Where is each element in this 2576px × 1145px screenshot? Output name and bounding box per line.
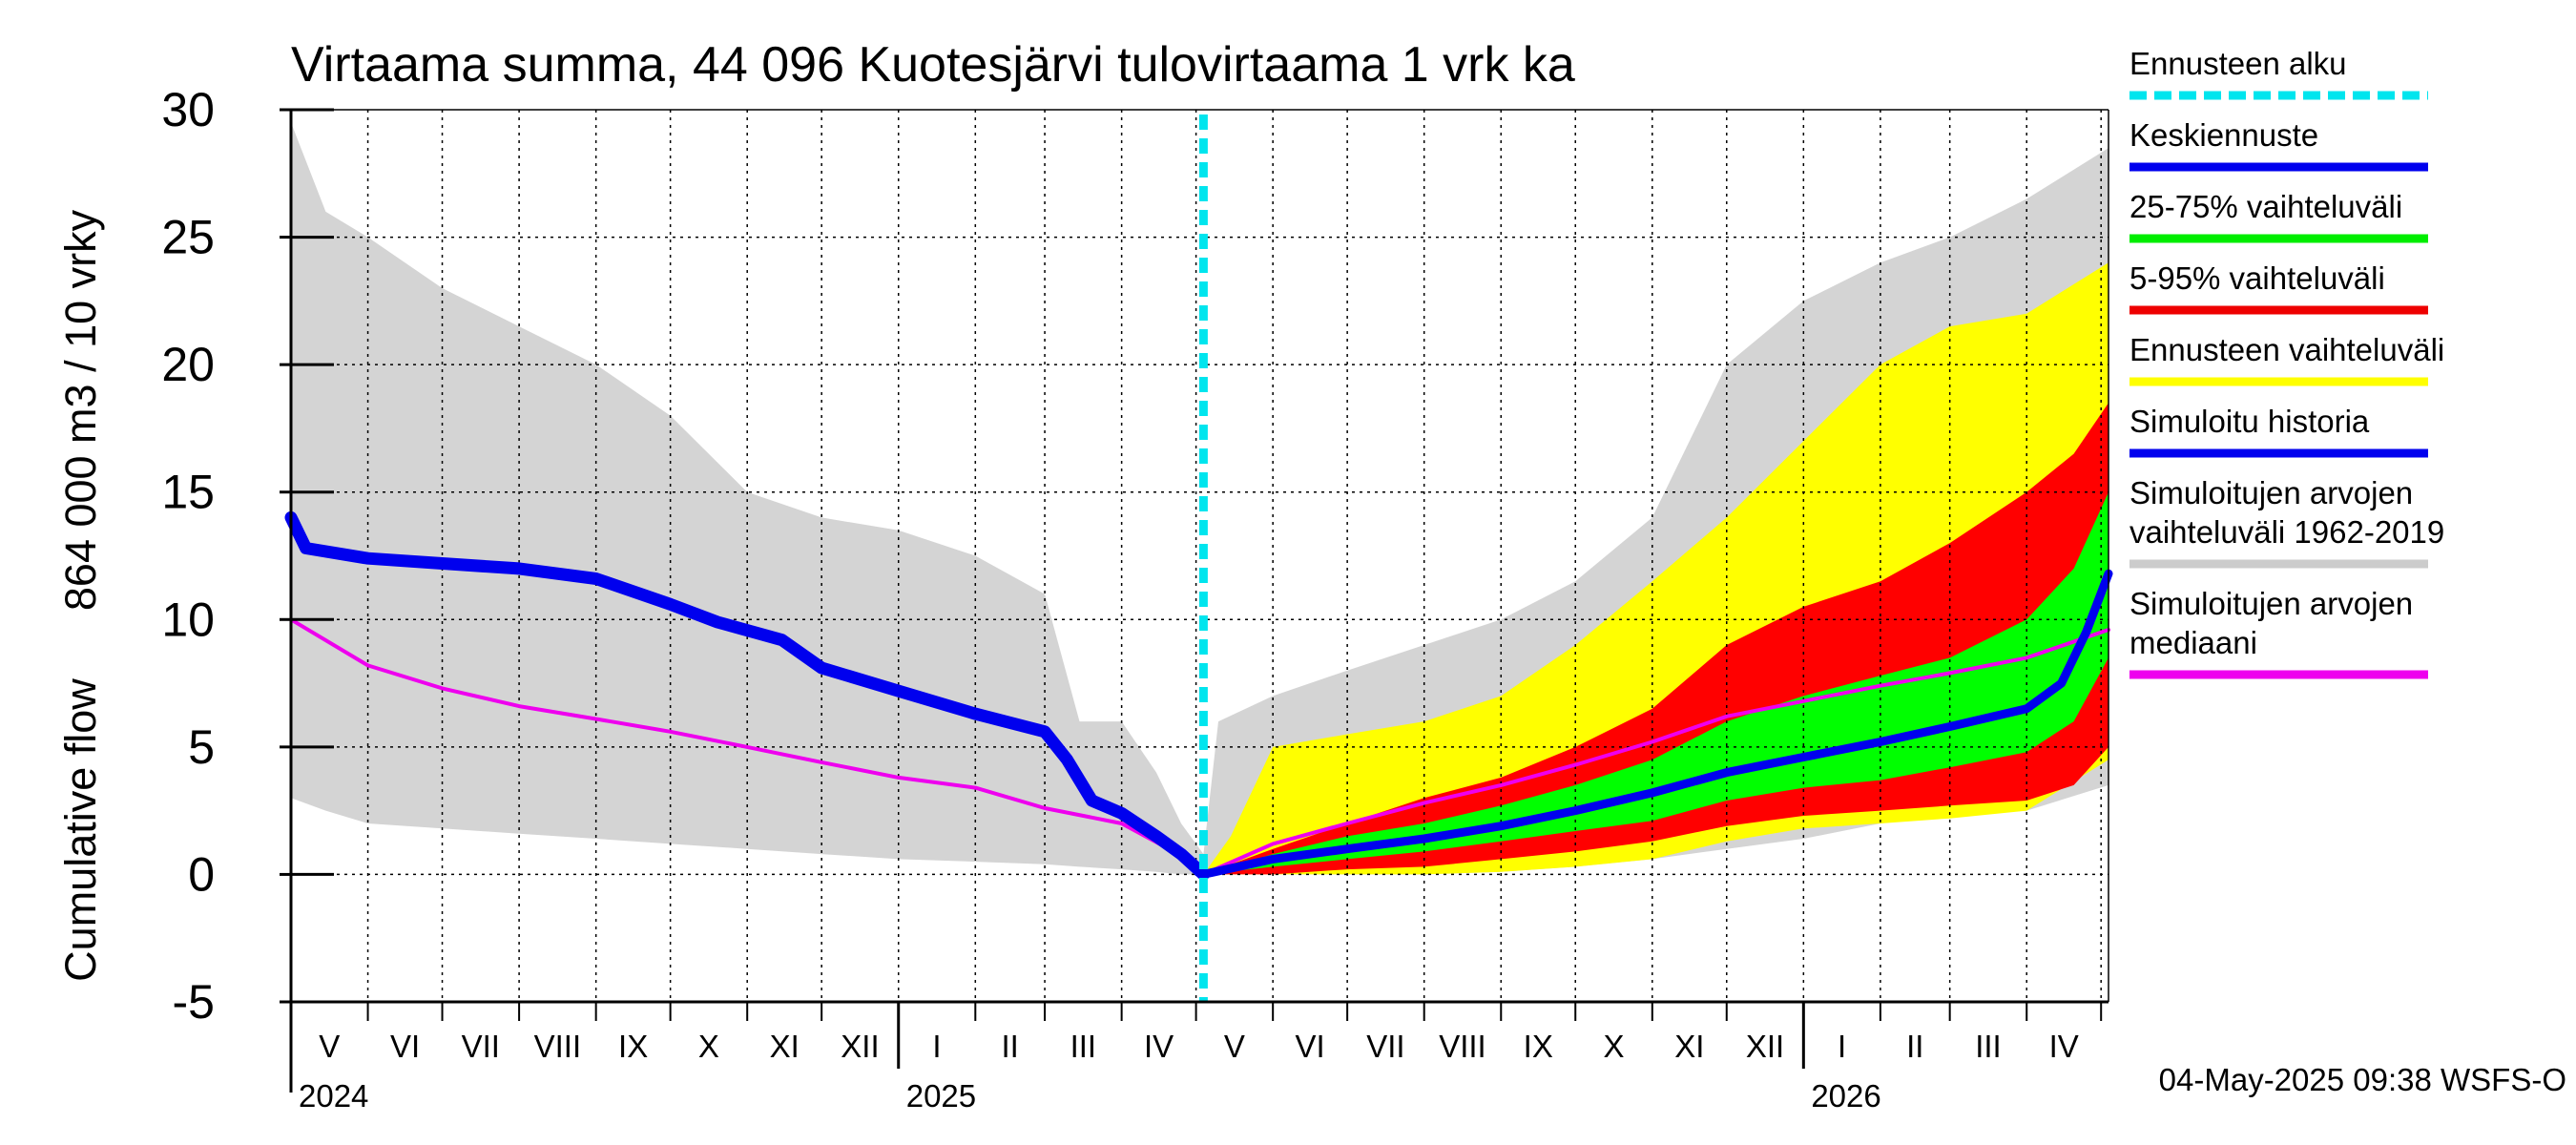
legend-label: Keskiennuste <box>2129 117 2318 153</box>
y-tick-label: 30 <box>161 83 215 136</box>
y-tick-label: 5 <box>188 720 215 774</box>
month-label: III <box>1070 1029 1097 1064</box>
month-label: XI <box>770 1029 800 1064</box>
timestamp-label: 04-May-2025 09:38 WSFS-O <box>2159 1062 2566 1097</box>
year-label: 2025 <box>906 1078 976 1114</box>
month-label: VI <box>1296 1029 1325 1064</box>
legend-label: Simuloitu historia <box>2129 404 2370 439</box>
month-label: V <box>319 1029 340 1064</box>
legend-label: 5-95% vaihteluväli <box>2129 260 2385 296</box>
legend-label: mediaani <box>2129 625 2257 660</box>
y-tick-label: 25 <box>161 211 215 264</box>
month-label: II <box>1002 1029 1019 1064</box>
y-axis-label-unit: 864 000 m3 / 10 vrky <box>56 209 105 611</box>
legend-label: Ennusteen vaihteluväli <box>2129 332 2444 367</box>
month-label: VII <box>462 1029 500 1064</box>
legend: Ennusteen alku Keskiennuste 25-75% vaihtel… <box>2129 46 2444 679</box>
month-label: X <box>1604 1029 1625 1064</box>
month-label: X <box>698 1029 719 1064</box>
legend-label: 25-75% vaihteluväli <box>2129 189 2402 224</box>
y-tick-label: -5 <box>173 975 215 1029</box>
y-tick-label: 20 <box>161 338 215 391</box>
month-label: I <box>932 1029 941 1064</box>
range-25-75-area <box>1203 491 2109 875</box>
y-tick-label: 0 <box>188 847 215 901</box>
year-label: 2024 <box>299 1078 368 1114</box>
month-label: V <box>1224 1029 1245 1064</box>
month-label: IV <box>1144 1029 1174 1064</box>
legend-label: Ennusteen alku <box>2129 46 2347 81</box>
month-label: XII <box>1746 1029 1784 1064</box>
month-label: XI <box>1674 1029 1704 1064</box>
month-label: II <box>1906 1029 1923 1064</box>
chart-title: Virtaama summa, 44 096 Kuotesjärvi tulov… <box>291 37 1575 93</box>
month-label: VI <box>390 1029 420 1064</box>
month-label: I <box>1838 1029 1846 1064</box>
y-tick-label: 15 <box>161 466 215 519</box>
band-areas <box>291 122 2109 875</box>
mean-forecast-line <box>1198 569 2113 879</box>
month-label: VII <box>1366 1029 1404 1064</box>
legend-label: vaihteluväli 1962-2019 <box>2129 514 2444 550</box>
series-lines <box>284 114 2113 1002</box>
month-label: VIII <box>1439 1029 1486 1064</box>
month-label: IX <box>1524 1029 1553 1064</box>
simulated-history-line <box>284 510 1210 881</box>
month-label: IV <box>2049 1029 2079 1064</box>
legend-label: Simuloitujen arvojen <box>2129 586 2413 621</box>
year-label: 2026 <box>1811 1078 1880 1114</box>
month-label: IX <box>618 1029 648 1064</box>
y-tick-label: 10 <box>161 593 215 646</box>
month-label: VIII <box>534 1029 582 1064</box>
month-label: XII <box>841 1029 879 1064</box>
y-axis-label-title: Cumulative flow <box>56 678 105 982</box>
month-label: III <box>1975 1029 2002 1064</box>
legend-label: Simuloitujen arvojen <box>2129 475 2413 510</box>
